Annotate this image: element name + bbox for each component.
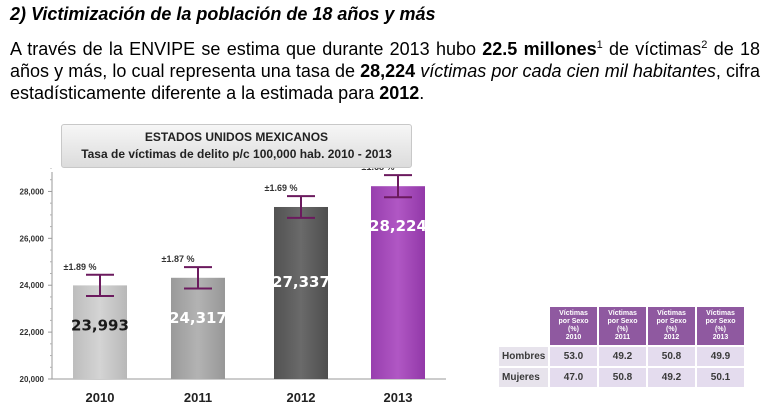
highlight-year: 2012: [379, 83, 420, 103]
text-run: de víctimas: [602, 39, 702, 59]
table-header-2010: Víctimas por Sexo (%) 2010: [550, 307, 597, 345]
table-cell: 49.2: [599, 347, 646, 366]
x-tick-label: 2012: [287, 390, 316, 405]
highlight-millions: 22.5 millones: [482, 39, 597, 59]
footnote-2: 2: [701, 39, 708, 51]
text-run: .: [419, 83, 425, 103]
table-header-2012: Víctimas por Sexo (%) 2012: [648, 307, 695, 345]
row-label-hombres: Hombres: [499, 347, 548, 366]
row-label-mujeres: Mujeres: [499, 368, 548, 387]
table-cell: 50.8: [599, 368, 646, 387]
text-run: , cifra estadísticamente diferente a la …: [10, 61, 760, 103]
x-tick-label: 2013: [384, 390, 413, 405]
table-row: Mujeres 47.0 50.8 49.2 50.1: [499, 368, 744, 387]
bar-chart: 20,000 22,000 24,000 26,000 28,000 ±1.89 % 23…: [20, 168, 446, 405]
footnote-1: 1: [596, 39, 603, 51]
text-run: A través de la ENVIPE se estima que dura…: [10, 39, 483, 59]
error-label: ±1.89 %: [64, 262, 97, 272]
table-cell: 49.9: [697, 347, 744, 366]
text-italic: víctimas por cada cien mil habitantes: [415, 61, 716, 81]
value-label: 23,993: [71, 316, 129, 334]
text-run: de 18 años y más, lo cual representa una…: [10, 39, 761, 81]
bar: [274, 206, 328, 379]
sex-distribution-table: Víctimas por Sexo (%) 2010 Víctimas por Sexo…: [497, 305, 746, 389]
error-label: ±1.69 %: [265, 183, 298, 193]
section-heading: 2) Victimización de la población de 18 a…: [10, 4, 436, 24]
table-cell: 53.0: [550, 347, 597, 366]
highlight-rate: 28,224: [360, 61, 416, 81]
value-label: 24,317: [169, 309, 227, 327]
table-cell: 49.2: [648, 368, 695, 387]
x-tick-label: 2011: [184, 390, 212, 405]
table-cell: 50.1: [697, 368, 744, 387]
value-label: 28,224: [369, 217, 427, 235]
value-label: 27,337: [272, 273, 330, 291]
table-cell: 47.0: [550, 368, 597, 387]
table-row: Hombres 53.0 49.2 50.8 49.9: [499, 347, 744, 366]
x-tick-label: 2010: [86, 390, 115, 405]
y-tick-label: 22,000: [20, 328, 45, 337]
summary-paragraph: A través de la ENVIPE se estima que dura…: [10, 38, 760, 104]
table-header-2011: Víctimas por Sexo (%) 2011: [599, 307, 646, 345]
bar: [171, 277, 225, 379]
error-label: ±1.87 %: [162, 254, 195, 264]
table-corner: [499, 307, 548, 345]
error-label: ±1.68 %: [362, 168, 395, 172]
chart-title: ESTADOS UNIDOS MEXICANOS: [144, 130, 329, 144]
y-tick-label: 28,000: [20, 187, 45, 196]
table-header-2013: Víctimas por Sexo (%) 2013: [697, 307, 744, 345]
table-cell: 50.8: [648, 347, 695, 366]
y-tick-label: 20,000: [20, 375, 45, 384]
bar: [371, 186, 425, 379]
y-tick-label: 24,000: [20, 281, 45, 290]
y-tick-label: 26,000: [20, 234, 45, 243]
bar: [73, 285, 127, 379]
chart-title-box: ESTADOS UNIDOS MEXICANOS Tasa de víctima…: [61, 124, 412, 168]
chart-subtitle: Tasa de víctimas de delito p/c 100,000 h…: [81, 147, 392, 161]
